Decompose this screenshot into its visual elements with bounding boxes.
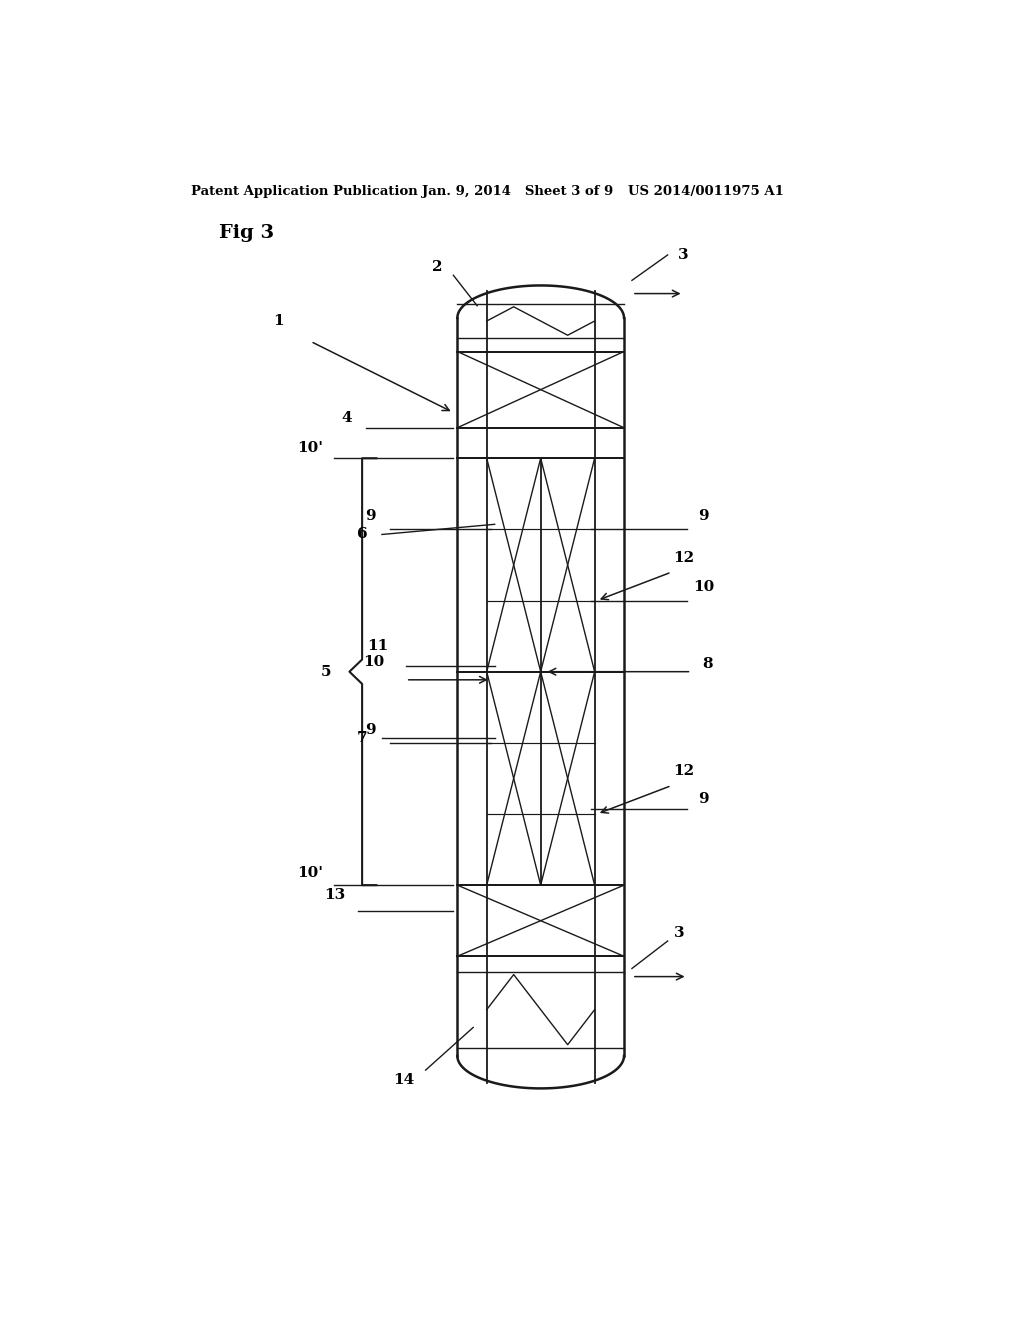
Text: 10': 10' xyxy=(298,866,324,880)
Text: 5: 5 xyxy=(322,665,332,678)
Text: 4: 4 xyxy=(341,411,351,425)
Text: Jan. 9, 2014   Sheet 3 of 9: Jan. 9, 2014 Sheet 3 of 9 xyxy=(422,185,613,198)
Text: 12: 12 xyxy=(673,550,694,565)
Text: 3: 3 xyxy=(678,248,689,261)
Text: 9: 9 xyxy=(365,722,376,737)
Text: 7: 7 xyxy=(356,731,368,744)
Text: 10: 10 xyxy=(692,581,714,594)
Text: 10': 10' xyxy=(298,441,324,455)
Text: 6: 6 xyxy=(356,528,368,541)
Text: 10: 10 xyxy=(364,655,385,668)
Text: 12: 12 xyxy=(673,764,694,779)
Text: 9: 9 xyxy=(365,510,376,523)
Text: 2: 2 xyxy=(432,260,442,275)
Text: 8: 8 xyxy=(702,656,713,671)
Text: 1: 1 xyxy=(273,314,284,329)
Text: 11: 11 xyxy=(368,639,389,653)
Text: Patent Application Publication: Patent Application Publication xyxy=(191,185,418,198)
Text: US 2014/0011975 A1: US 2014/0011975 A1 xyxy=(628,185,783,198)
Text: Fig 3: Fig 3 xyxy=(219,224,274,243)
Text: 9: 9 xyxy=(698,792,709,805)
Text: 13: 13 xyxy=(324,888,345,903)
Text: 9: 9 xyxy=(698,510,709,523)
Text: 14: 14 xyxy=(393,1073,414,1088)
Text: 3: 3 xyxy=(674,925,685,940)
